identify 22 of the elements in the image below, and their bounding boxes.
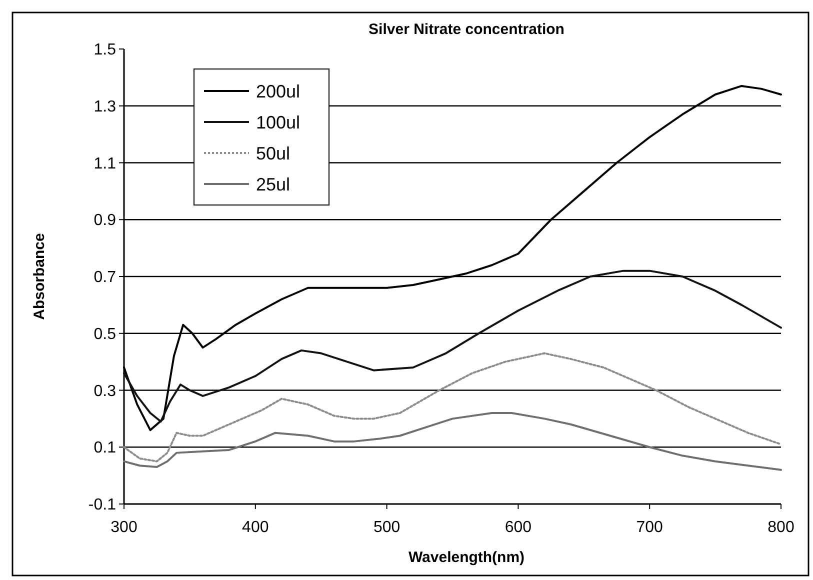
x-tick-label: 300	[110, 519, 138, 536]
y-tick-label: 0.1	[94, 440, 116, 457]
legend-label: 25ul	[256, 174, 290, 194]
x-tick-label: 400	[242, 519, 269, 536]
y-axis-title: Absorbance	[31, 233, 48, 320]
x-tick-label: 600	[504, 519, 532, 536]
legend-label: 100ul	[256, 112, 300, 132]
y-tick-label: 1.1	[94, 155, 116, 172]
y-tick-label: 0.3	[94, 382, 116, 400]
y-tick-label: 0.9	[94, 212, 116, 230]
legend-label: 50ul	[256, 143, 290, 164]
y-tick-label: 1.3	[94, 98, 116, 116]
x-tick-label: 800	[768, 519, 794, 536]
chart-title: Silver Nitrate concentration	[368, 21, 564, 38]
x-axis-title: Wavelength(nm)	[408, 549, 525, 566]
x-tick-label: 700	[636, 519, 664, 536]
y-tick-label: -0.1	[88, 496, 116, 514]
y-tick-label: 0.7	[94, 269, 116, 286]
legend-label: 200ul	[256, 81, 300, 102]
y-tick-label: 0.5	[94, 326, 116, 343]
y-tick-label: 1.5	[94, 42, 116, 59]
x-tick-label: 500	[373, 519, 400, 536]
